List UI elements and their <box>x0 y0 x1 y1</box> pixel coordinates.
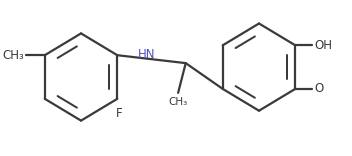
Text: CH₃: CH₃ <box>2 49 24 62</box>
Text: F: F <box>116 107 122 120</box>
Text: OH: OH <box>314 39 332 52</box>
Text: O: O <box>314 82 323 95</box>
Text: HN: HN <box>138 48 156 61</box>
Text: CH₃: CH₃ <box>169 97 188 107</box>
